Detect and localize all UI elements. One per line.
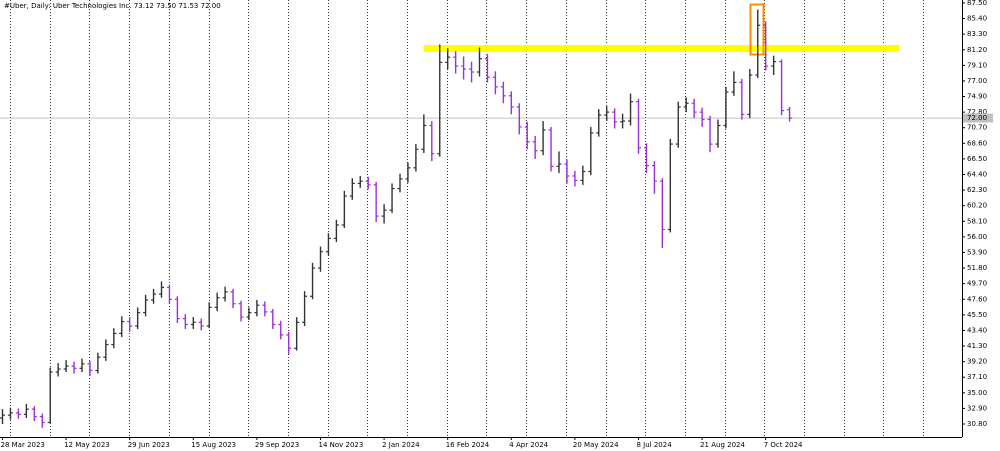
y-tick-label: 30.80 [967, 420, 987, 428]
y-tick-label: 58.10 [967, 217, 987, 225]
x-tick-label: 20 May 2024 [573, 441, 619, 449]
y-tick-label: 60.20 [967, 202, 987, 210]
y-tick-label: 81.20 [967, 46, 987, 54]
x-tick-label: 12 May 2023 [64, 441, 110, 449]
x-tick-label: 2 Jan 2024 [382, 441, 420, 449]
last-price-box [963, 113, 993, 123]
y-tick-label: 72.80 [967, 108, 987, 116]
y-tick-label: 43.40 [967, 326, 987, 334]
y-tick-label: 49.70 [967, 280, 987, 288]
y-tick-label: 53.90 [967, 248, 987, 256]
last-price-label: 72.00 [967, 114, 987, 122]
y-tick-label: 87.50 [967, 0, 987, 7]
y-tick-label: 62.30 [967, 186, 987, 194]
y-tick-label: 68.60 [967, 139, 987, 147]
x-tick-label: 16 Feb 2024 [446, 441, 490, 449]
y-tick-label: 51.80 [967, 264, 987, 272]
x-tick-label: 14 Nov 2023 [319, 441, 364, 449]
y-tick-label: 47.60 [967, 295, 987, 303]
y-tick-label: 35.00 [967, 389, 987, 397]
y-tick-label: 32.90 [967, 404, 987, 412]
y-tick-label: 39.20 [967, 358, 987, 366]
period-separators [10, 0, 924, 437]
y-tick-label: 77.00 [967, 77, 987, 85]
y-tick-label: 37.10 [967, 373, 987, 381]
x-tick-label: 15 Aug 2023 [191, 441, 236, 449]
x-tick-label: 8 Jul 2024 [637, 441, 673, 449]
y-tick-label: 64.40 [967, 171, 987, 179]
y-tick-label: 85.40 [967, 15, 987, 23]
y-tick-label: 74.90 [967, 93, 987, 101]
y-tick-label: 79.10 [967, 61, 987, 69]
x-tick-label: 29 Sep 2023 [255, 441, 299, 449]
y-tick-label: 45.50 [967, 311, 987, 319]
x-tick-label: 28 Mar 2023 [1, 441, 45, 449]
y-tick-label: 56.00 [967, 233, 987, 241]
resistance-band [424, 45, 899, 52]
highlight-box [749, 3, 765, 56]
y-tick-label: 41.30 [967, 342, 987, 350]
chart-title: #Uber, Daily: Uber Technologies Inc. 73.… [4, 2, 221, 10]
y-tick-label: 70.70 [967, 124, 987, 132]
x-tick-label: 29 Jun 2023 [128, 441, 170, 449]
y-tick-label: 83.30 [967, 30, 987, 38]
x-tick-label: 7 Oct 2024 [764, 441, 803, 449]
x-tick-label: 4 Apr 2024 [509, 441, 548, 449]
x-tick-label: 21 Aug 2024 [700, 441, 745, 449]
y-tick-label: 66.50 [967, 155, 987, 163]
